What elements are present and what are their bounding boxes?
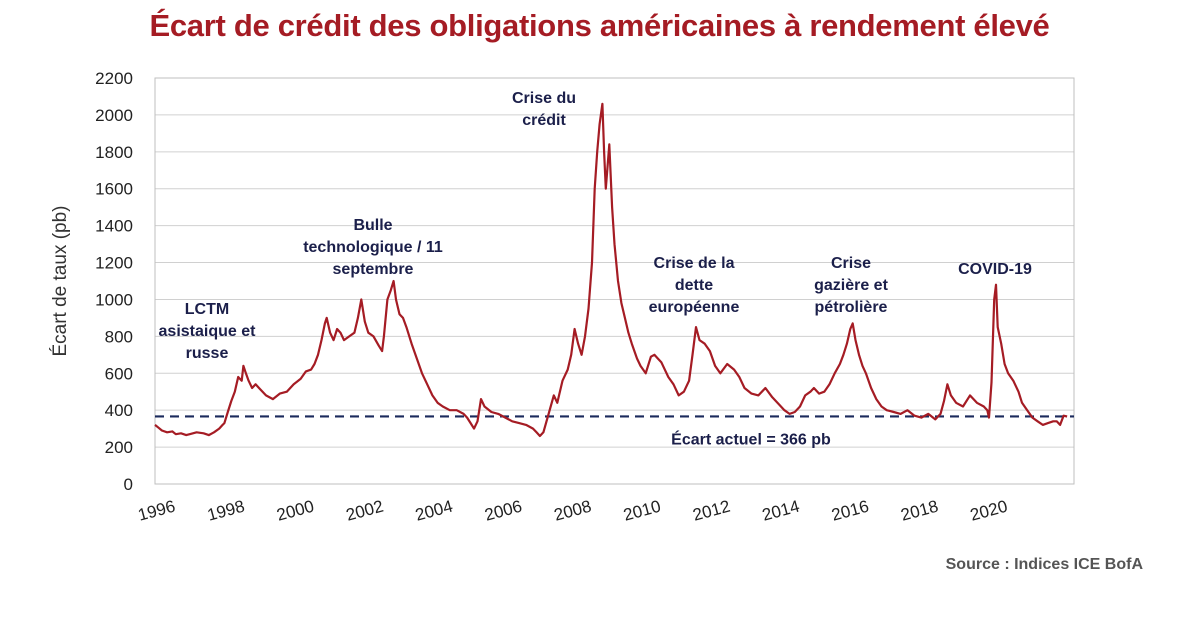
y-tick-label: 200 — [105, 438, 133, 457]
x-tick-label: 2010 — [621, 497, 662, 525]
annotation-line: dette — [675, 277, 713, 294]
annotation-line: pétrolière — [815, 299, 888, 316]
annotation-line: Crise de la — [654, 255, 735, 272]
y-tick-label: 0 — [124, 475, 133, 494]
y-tick-label: 2200 — [95, 69, 133, 88]
x-tick-label: 2012 — [691, 497, 732, 525]
x-tick-label: 2002 — [344, 497, 385, 525]
x-tick-label: 2006 — [483, 497, 524, 525]
x-tick-label: 2016 — [829, 497, 870, 525]
annotation-label: Crise gazière et pétrolière — [814, 255, 888, 316]
y-axis-ticks: 0 200 400 600 800 1000 1200 1400 1600 1800 2000 220… — [95, 69, 133, 494]
x-tick-label: 2008 — [552, 497, 593, 525]
annotation-line: gazière et — [814, 277, 888, 294]
annotation-label: Bulle technologique / 11 septembre — [303, 217, 443, 278]
y-tick-label: 1800 — [95, 143, 133, 162]
y-tick-label: 2000 — [95, 106, 133, 125]
x-tick-label: 2014 — [760, 497, 801, 525]
annotation-line: russe — [186, 345, 229, 362]
x-tick-label: 2004 — [413, 497, 454, 525]
y-tick-label: 400 — [105, 401, 133, 420]
y-tick-label: 1000 — [95, 290, 133, 309]
x-tick-label: 1996 — [136, 497, 177, 525]
y-tick-label: 1400 — [95, 217, 133, 236]
y-tick-label: 1600 — [95, 180, 133, 199]
annotation-label: Crise du crédit — [512, 90, 576, 129]
source-note: Source : Indices ICE BofA — [945, 556, 1143, 573]
annotation-line: Crise — [831, 255, 871, 272]
x-tick-label: 2018 — [899, 497, 940, 525]
annotation-label: Crise de la dette européenne — [649, 255, 740, 316]
annotation-line: LCTM — [185, 301, 229, 318]
page-title: Écart de crédit des obligations américai… — [149, 8, 1050, 43]
y-tick-label: 800 — [105, 327, 133, 346]
x-tick-label: 2000 — [275, 497, 316, 525]
chart-annotations: LCTM asistaique et russe Bulle technologique… — [159, 90, 1032, 362]
y-tick-label: 600 — [105, 364, 133, 383]
annotation-line: COVID-19 — [958, 261, 1032, 278]
annotation-label: COVID-19 — [958, 261, 1032, 278]
reference-line-label: Écart actuel = 366 pb — [671, 429, 831, 448]
annotation-line: Crise du — [512, 90, 576, 107]
annotation-label: LCTM asistaique et russe — [159, 301, 257, 362]
y-tick-label: 1200 — [95, 254, 133, 273]
annotation-line: septembre — [333, 261, 414, 278]
annotation-line: Bulle — [353, 217, 392, 234]
annotation-line: européenne — [649, 299, 740, 316]
plot-area — [154, 77, 1075, 485]
annotation-line: technologique / 11 — [303, 239, 443, 256]
series-line — [154, 102, 1068, 438]
annotation-line: asistaique et — [159, 323, 257, 340]
y-axis-label: Écart de taux (pb) — [50, 205, 71, 356]
chart-grid — [155, 77, 1074, 485]
x-axis-ticks: 1996 1998 2000 2002 2004 2006 2008 2010 2012 2014… — [136, 497, 1010, 525]
x-tick-label: 2020 — [968, 497, 1009, 525]
annotation-line: crédit — [522, 112, 566, 129]
x-tick-label: 1998 — [205, 497, 246, 525]
